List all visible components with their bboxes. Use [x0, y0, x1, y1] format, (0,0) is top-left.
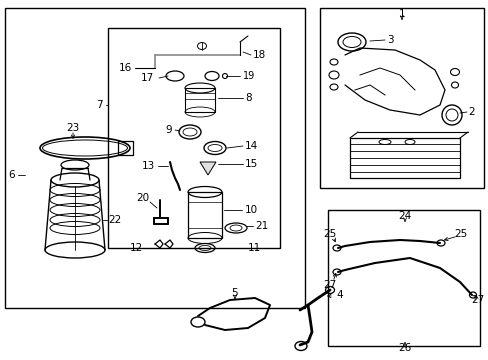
Text: 9: 9 [165, 125, 172, 135]
Bar [5, 8, 305, 308]
Text: 19: 19 [243, 71, 255, 81]
Bar [184, 88, 215, 112]
Text: 26: 26 [398, 343, 411, 353]
Text: 8: 8 [244, 93, 251, 103]
Text: 21: 21 [254, 221, 268, 231]
Text: 2: 2 [467, 107, 474, 117]
Bar [349, 138, 459, 178]
Text: 6: 6 [9, 170, 15, 180]
Bar [187, 192, 222, 238]
Text: 11: 11 [247, 243, 261, 253]
Bar [327, 210, 479, 346]
Text: 25: 25 [453, 229, 467, 239]
Text: 27: 27 [470, 295, 484, 305]
Text: 23: 23 [66, 123, 80, 133]
Text: 25: 25 [323, 229, 336, 239]
Polygon shape [200, 162, 216, 175]
Text: 13: 13 [141, 161, 154, 171]
Text: 15: 15 [244, 159, 258, 169]
Text: 7: 7 [96, 100, 102, 110]
Text: 27: 27 [323, 280, 336, 290]
Text: 1: 1 [398, 9, 405, 19]
Text: 24: 24 [398, 211, 411, 221]
Bar [319, 8, 483, 188]
Text: 5: 5 [231, 288, 238, 298]
Bar [118, 141, 133, 155]
Text: 3: 3 [386, 35, 393, 45]
Bar [108, 28, 280, 248]
Text: 17: 17 [140, 73, 153, 83]
Text: 12: 12 [129, 243, 142, 253]
Text: 10: 10 [244, 205, 258, 215]
Text: 18: 18 [252, 50, 265, 60]
Text: 4: 4 [335, 290, 342, 300]
Text: 16: 16 [119, 63, 132, 73]
Text: 20: 20 [136, 193, 149, 203]
Text: 14: 14 [244, 141, 258, 151]
Text: 22: 22 [108, 215, 121, 225]
